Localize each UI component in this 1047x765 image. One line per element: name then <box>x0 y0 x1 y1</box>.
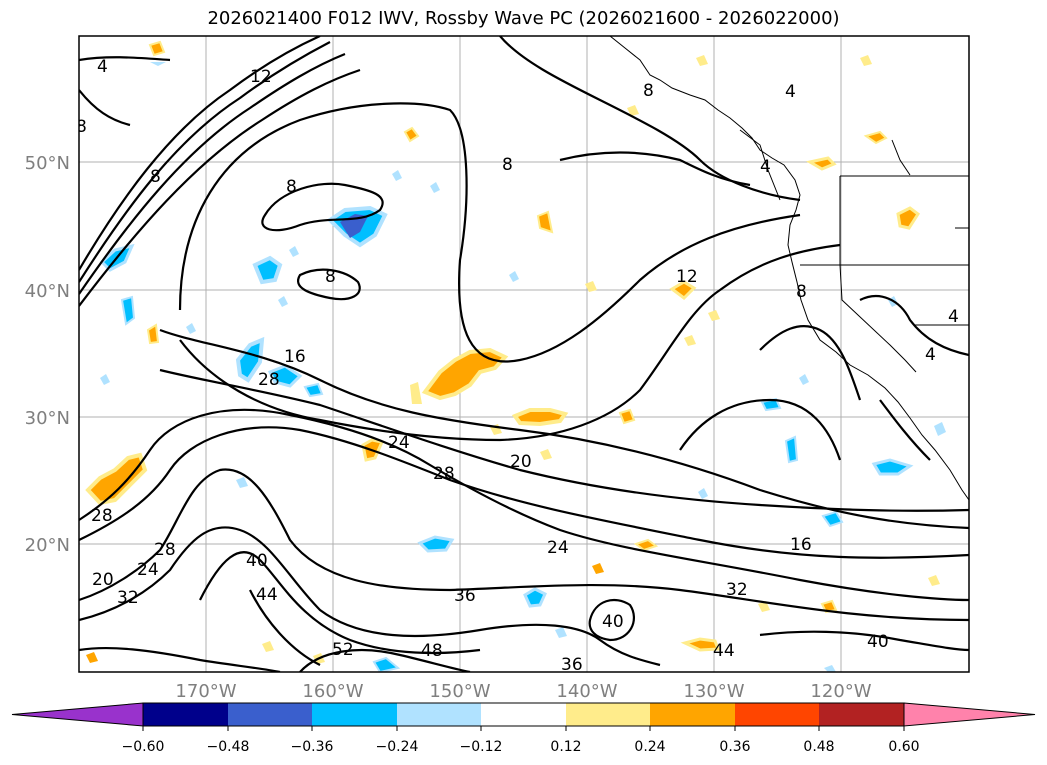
contour-label: 8 <box>502 155 513 175</box>
contour-label: 8 <box>796 282 807 302</box>
contour-label: 24 <box>388 433 410 453</box>
contour-label: 28 <box>258 370 280 390</box>
positive-anomaly-patches <box>85 40 940 664</box>
lat-label: 50°N <box>25 153 70 174</box>
contour-label: 40 <box>246 551 268 571</box>
colorbar: −0.60 −0.48 −0.36 −0.24 −0.12 0.12 0.24 … <box>11 702 1036 755</box>
contour-label: 44 <box>256 585 278 605</box>
contour-label: 36 <box>561 655 583 675</box>
colorbar-cell <box>481 703 566 726</box>
colorbar-tick-label: 0.24 <box>634 739 665 755</box>
colorbar-tick-label: −0.48 <box>207 739 250 755</box>
contour-label: 8 <box>643 81 654 101</box>
contour-label: 20 <box>92 570 114 590</box>
colorbar-tick-label: −0.60 <box>122 739 165 755</box>
lon-label: 160°W <box>302 681 363 702</box>
contour-label: 24 <box>137 560 159 580</box>
lon-label: 120°W <box>810 681 871 702</box>
colorbar-cell <box>397 703 481 726</box>
contour-label: 52 <box>332 640 354 660</box>
contour-label: 48 <box>421 641 443 661</box>
contour-label: 8 <box>150 167 161 187</box>
colorbar-outline <box>142 702 905 727</box>
map-panel: 4 12 8 8 8 8 8 12 4 8 4 16 28 24 28 20 2… <box>76 35 970 675</box>
colorbar-cell <box>143 703 228 726</box>
contour-label: 28 <box>154 540 176 560</box>
contour-label: 4 <box>925 345 936 365</box>
contour-label: 4 <box>97 57 108 77</box>
lon-labels: 170°W 160°W 150°W 140°W 130°W 120°W <box>175 681 871 702</box>
colorbar-cell <box>650 703 735 726</box>
colorbar-extend-high <box>903 702 1036 727</box>
colorbar-tick-labels: −0.60 −0.48 −0.36 −0.24 −0.12 0.12 0.24 … <box>122 739 920 755</box>
coastline <box>609 36 969 501</box>
colorbar-tick-label: 0.60 <box>888 739 919 755</box>
colorbar-cell <box>566 703 650 726</box>
colorbar-cell <box>819 703 904 726</box>
contour-label: 40 <box>867 632 889 652</box>
contour-label: 24 <box>547 538 569 558</box>
lon-label: 170°W <box>175 681 236 702</box>
iwv-contours <box>79 36 969 672</box>
contour-label: 36 <box>454 586 476 606</box>
map-title: 2026021400 F012 IWV, Rossby Wave PC (202… <box>207 8 840 29</box>
contour-label: 20 <box>510 452 532 472</box>
contour-label: 12 <box>250 67 272 87</box>
contour-label: 40 <box>602 612 624 632</box>
contour-label: 8 <box>76 117 87 137</box>
lat-labels: 50°N 40°N 30°N 20°N <box>25 153 70 556</box>
contour-label: 32 <box>117 588 139 608</box>
colorbar-cell <box>312 703 397 726</box>
colorbar-cell <box>228 703 312 726</box>
lon-label: 130°W <box>683 681 744 702</box>
contour-label: 28 <box>433 464 455 484</box>
lat-label: 40°N <box>25 281 70 302</box>
negative-anomaly-patches <box>99 62 946 672</box>
map-frame <box>78 35 970 673</box>
colorbar-tick-label: −0.12 <box>460 739 503 755</box>
lon-label: 140°W <box>556 681 617 702</box>
contour-label: 8 <box>325 267 336 287</box>
colorbar-cell <box>735 703 819 726</box>
lat-label: 20°N <box>25 535 70 556</box>
lat-label: 30°N <box>25 408 70 429</box>
colorbar-tick-label: 0.12 <box>550 739 581 755</box>
contour-label: 4 <box>948 307 959 327</box>
contour-label: 12 <box>676 267 698 287</box>
contour-label: 16 <box>284 347 306 367</box>
colorbar-tick-label: 0.48 <box>803 739 834 755</box>
contour-label: 44 <box>713 641 735 661</box>
contour-label: 8 <box>286 177 297 197</box>
lon-label: 150°W <box>429 681 490 702</box>
colorbar-extend-low <box>11 702 144 727</box>
colorbar-tick-label: 0.36 <box>719 739 750 755</box>
contour-label: 32 <box>726 580 748 600</box>
contour-labels: 4 12 8 8 8 8 8 12 4 8 4 16 28 24 28 20 2… <box>76 57 959 675</box>
contour-label: 4 <box>760 157 771 177</box>
colorbar-tick-label: −0.24 <box>376 739 419 755</box>
colorbar-tick-label: −0.36 <box>291 739 334 755</box>
contour-label: 28 <box>91 506 113 526</box>
contour-label: 4 <box>785 82 796 102</box>
contour-label: 16 <box>790 535 812 555</box>
